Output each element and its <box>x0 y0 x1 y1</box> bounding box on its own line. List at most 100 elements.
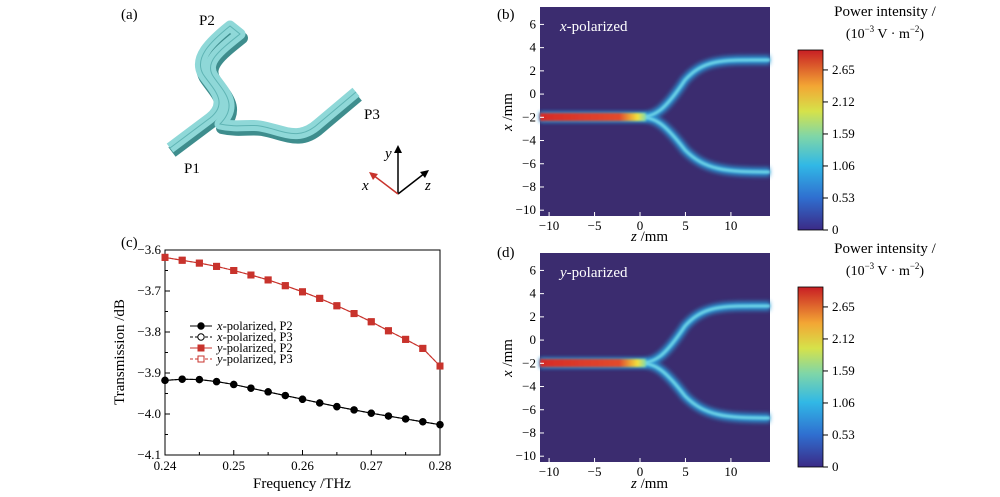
data-point <box>178 375 186 383</box>
field-map-b-xtick-label: 10 <box>724 218 737 233</box>
field-map-b-ytick-label: 2 <box>530 63 537 78</box>
chart-xtick-label: 0.24 <box>154 458 177 473</box>
data-point <box>281 282 289 290</box>
data-point <box>350 406 358 414</box>
data-point <box>264 388 272 396</box>
field-map-b-ytick-label: 0 <box>530 86 537 101</box>
field-map-b-ytick-label: −6 <box>522 156 536 171</box>
colorbar-b-tick-label: 0 <box>832 222 839 237</box>
legend-marker <box>197 355 205 363</box>
field-map-b-xtick-label: −5 <box>588 218 602 233</box>
data-point <box>281 391 290 400</box>
data-point <box>350 310 358 318</box>
series-line <box>164 256 441 367</box>
waveguide-edge <box>169 25 357 149</box>
series-y-p3 <box>161 253 444 370</box>
data-point <box>419 418 427 426</box>
colorbar-d-title: Power intensity / <box>834 241 936 257</box>
data-point <box>299 288 306 296</box>
data-point <box>264 276 272 284</box>
data-point <box>247 384 255 392</box>
data-point <box>333 302 341 310</box>
chart-plot-area <box>164 249 441 456</box>
colorbar-b-title: Power intensity / <box>834 4 936 20</box>
colorbar-d-tick-label: 0.53 <box>832 427 855 442</box>
data-point <box>333 402 341 411</box>
field-map-d-ytick-label: 4 <box>530 286 537 301</box>
legend-entry: y-polarized, P2 <box>215 341 293 355</box>
colorbar-d-tick-label: 2.12 <box>832 331 855 346</box>
data-point <box>384 412 393 420</box>
panel-b-tag: (b) <box>497 7 515 23</box>
chart-ytick-label: −4.1 <box>137 447 161 462</box>
field-map-b-ytick-label: −2 <box>522 109 536 124</box>
data-point <box>195 259 203 267</box>
data-point <box>419 344 427 352</box>
panel-c: (c) 0.24 0.25 0.26 0.27 0.28 −3.6 −3.7 −3.8 −3.9… <box>112 235 451 492</box>
colorbar-b-ticks: 2.65 2.12 1.59 1.06 0.53 0 <box>823 62 855 237</box>
panel-a-tag: (a) <box>121 7 138 23</box>
field-map-b-ytick-label: 4 <box>530 40 537 55</box>
field-map-b-ytick-label: −8 <box>522 179 536 194</box>
panel-c-tag: (c) <box>121 235 138 251</box>
field-map-d-ytick-label: 6 <box>530 262 537 277</box>
colorbar-b-units: (10−3 V · m−2) <box>846 24 924 42</box>
port-p3-label: P3 <box>364 107 380 123</box>
panel-d: (d) y-polarized −10 −5 0 5 106420−2−4−6−8−10… <box>497 241 937 492</box>
series-line <box>164 256 441 367</box>
panel-a: (a) P1 P2 P3 y x z <box>121 7 431 195</box>
chart-ytick-label: −3.6 <box>137 242 161 257</box>
field-map-b-beams <box>540 55 771 177</box>
field-map-b-inset-label: x-polarized <box>559 19 628 35</box>
data-point <box>178 256 186 264</box>
legend-marker <box>197 333 205 341</box>
field-map-b-ytick-label: 6 <box>530 16 537 31</box>
colorbar-d-tick-label: 1.59 <box>832 363 855 378</box>
field-map-d-inset-label: y-polarized <box>558 265 628 281</box>
data-point <box>247 271 255 279</box>
colorbar-b <box>797 49 824 231</box>
data-point <box>213 262 221 270</box>
colorbar-d-tick-label: 0 <box>832 459 839 474</box>
field-map-b-xtick-label: −10 <box>539 218 559 233</box>
data-point <box>367 409 375 417</box>
data-point <box>384 327 392 335</box>
field-map-d-ytick-label: −2 <box>522 355 536 370</box>
field-map-d-ytick-label: −4 <box>522 379 536 394</box>
axis-z-label: z <box>424 178 431 194</box>
data-point <box>161 253 169 261</box>
field-map-d-xtick-label: 0 <box>637 464 644 479</box>
chart-ytick-label: −3.7 <box>137 283 161 298</box>
port-p2-label: P2 <box>199 13 215 29</box>
chart-ytick-label: −3.8 <box>137 324 161 339</box>
field-map-b-ylabel: x /mm <box>500 93 516 132</box>
panel-d-tag: (d) <box>497 245 515 261</box>
colorbar-d-tick-label: 1.06 <box>832 395 855 410</box>
waveguide-side <box>168 24 362 157</box>
axis-x-label: x <box>361 178 369 194</box>
colorbar-d-tick-label: 2.65 <box>832 299 855 314</box>
chart-xtick-label: 0.25 <box>222 458 245 473</box>
waveguide-top <box>166 20 360 153</box>
field-map-d-xtick-label: −5 <box>588 464 602 479</box>
data-point <box>402 335 410 343</box>
field-map-d-ytick-label: 2 <box>530 309 537 324</box>
chart-xtick-label: 0.26 <box>291 458 314 473</box>
colorbar-d <box>797 286 824 468</box>
field-map-d-xtick-label: 10 <box>724 464 737 479</box>
panel-b: (b) x-polarized −10 −5 0 5 106420−2−4−6−8−10… <box>497 4 937 245</box>
data-point <box>161 376 169 385</box>
colorbar-b-tick-label: 2.12 <box>832 94 855 109</box>
data-point <box>367 318 375 326</box>
colorbar-b-tick-label: 0.53 <box>832 190 855 205</box>
colorbar-d-ticks: 2.65 2.12 1.59 1.06 0.53 0 <box>823 299 855 474</box>
field-map-b-xtick-label: 0 <box>637 218 644 233</box>
axis-y-label: y <box>383 146 392 162</box>
chart-axes: 0.24 0.25 0.26 0.27 0.28 −3.6 −3.7 −3.8 −3.9 −4.0… <box>137 242 451 473</box>
data-point <box>298 395 307 403</box>
chart-xlabel: Frequency /THz <box>253 476 351 492</box>
chart-legend: x-polarized, P2x-polarized, P3y-polarize… <box>190 319 293 366</box>
field-map-d-xlabel: z /mm <box>630 476 668 492</box>
field-map-d-ylabel: x /mm <box>500 339 516 378</box>
field-map-d-axes: −10 −5 0 5 10 6 4 2 0 −2 −4 −6 −8 −10 <box>516 262 738 479</box>
